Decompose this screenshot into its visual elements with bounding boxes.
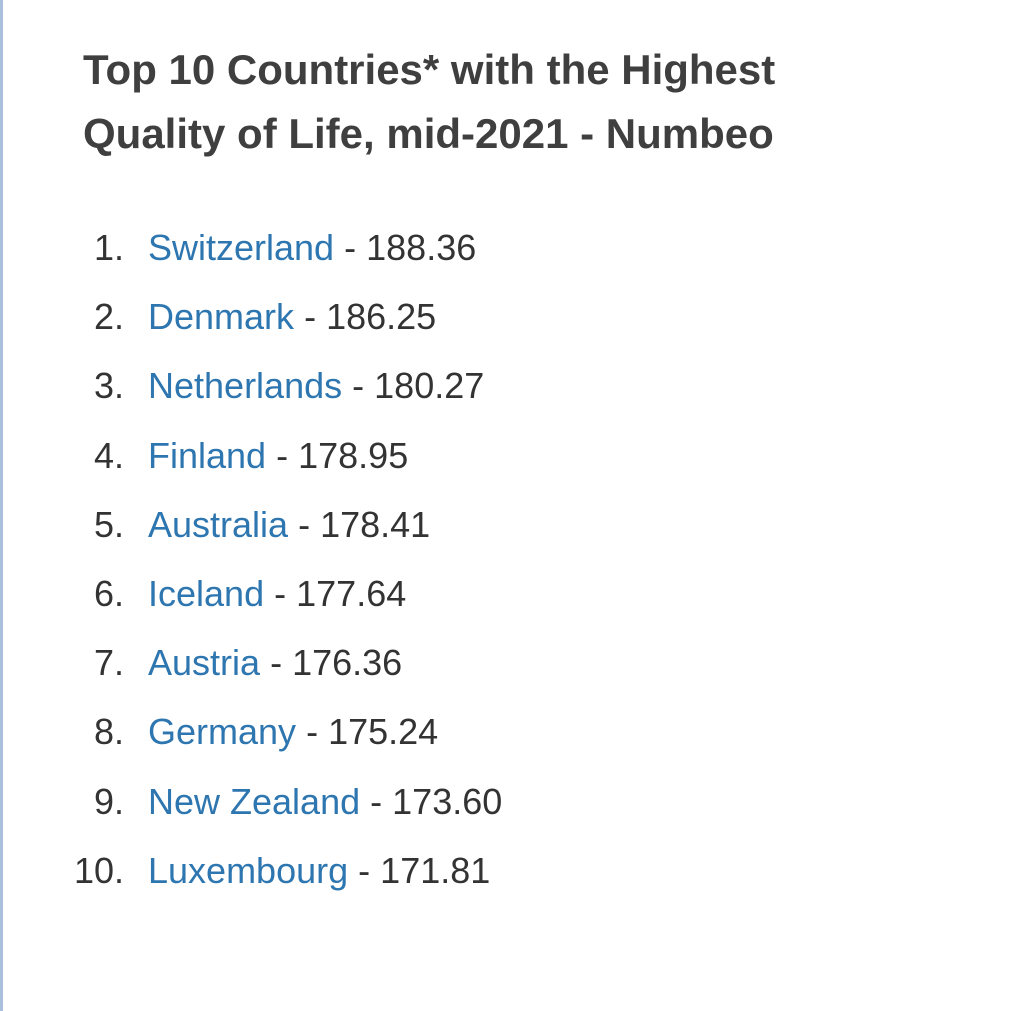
item-rank: 4. xyxy=(93,434,124,476)
list-item: 7. Austria - 176.36 xyxy=(0,639,1000,708)
separator: - xyxy=(306,711,319,753)
item-rank: 3. xyxy=(93,365,124,407)
separator: - xyxy=(370,780,383,822)
country-link[interactable]: Luxembourg xyxy=(148,849,349,891)
item-rank: 8. xyxy=(93,711,124,753)
score: 180.27 xyxy=(374,365,485,407)
list-item: 1. Switzerland - 188.36 xyxy=(0,224,1000,293)
country-link[interactable]: Germany xyxy=(148,711,297,753)
list-item: 5. Australia - 178.41 xyxy=(0,501,1000,570)
separator: - xyxy=(304,296,317,338)
score: 177.64 xyxy=(296,572,407,614)
item-rank: 10. xyxy=(73,849,124,891)
score: 188.36 xyxy=(366,227,477,268)
list-item: 9. New Zealand - 173.60 xyxy=(0,778,1000,847)
score: 186.25 xyxy=(326,296,437,338)
score: 173.60 xyxy=(392,780,503,822)
separator: - xyxy=(298,503,311,545)
separator: - xyxy=(270,642,283,684)
list-item: 4. Finland - 178.95 xyxy=(0,432,1000,501)
item-entry: Finland - 178.95 xyxy=(148,432,408,480)
item-entry: New Zealand - 173.60 xyxy=(148,778,502,826)
list-item: 10. Luxembourg - 171.81 xyxy=(0,847,1000,916)
item-entry: Netherlands - 180.27 xyxy=(148,362,484,410)
list-item: 2. Denmark - 186.25 xyxy=(0,293,1000,362)
country-link[interactable]: Denmark xyxy=(148,296,295,338)
country-link[interactable]: Austria xyxy=(148,642,261,684)
country-link[interactable]: Switzerland xyxy=(148,227,335,268)
country-link[interactable]: Iceland xyxy=(148,572,265,614)
separator: - xyxy=(276,434,289,476)
item-entry: Switzerland - 188.36 xyxy=(148,224,476,272)
list-item: 3. Netherlands - 180.27 xyxy=(0,362,1000,431)
score: 178.95 xyxy=(298,434,409,476)
separator: - xyxy=(358,849,371,891)
item-entry: Germany - 175.24 xyxy=(148,708,438,756)
country-link[interactable]: Finland xyxy=(148,434,267,476)
country-link[interactable]: Australia xyxy=(148,503,289,545)
separator: - xyxy=(344,227,357,268)
item-entry: Australia - 178.41 xyxy=(148,501,430,549)
score: 178.41 xyxy=(320,503,431,545)
item-rank: 5. xyxy=(93,503,124,545)
item-entry: Austria - 176.36 xyxy=(148,639,402,687)
item-entry: Iceland - 177.64 xyxy=(148,570,406,618)
item-entry: Denmark - 186.25 xyxy=(148,293,436,341)
country-link[interactable]: New Zealand xyxy=(148,780,361,822)
score: 176.36 xyxy=(292,642,403,684)
list-item: 8. Germany - 175.24 xyxy=(0,708,1000,777)
title: Top 10 Countries* with the Highest Quali… xyxy=(83,38,775,166)
item-rank: 6. xyxy=(93,572,124,614)
item-rank: 1. xyxy=(93,227,124,268)
separator: - xyxy=(352,365,365,407)
item-rank: 9. xyxy=(93,780,124,822)
separator: - xyxy=(274,572,287,614)
score: 171.81 xyxy=(380,849,491,891)
item-entry: Luxembourg - 171.81 xyxy=(148,847,490,895)
item-rank: 2. xyxy=(93,296,124,338)
item-rank: 7. xyxy=(93,642,124,684)
country-link[interactable]: Netherlands xyxy=(148,365,343,407)
title-line: Top 10 Countries* with the Highest xyxy=(83,46,776,93)
ranking-list: 1. Switzerland - 188.36 2. Denmark - 186.25… xyxy=(0,224,1000,916)
score: 175.24 xyxy=(328,711,439,753)
title-line: Quality of Life, mid-2021 - Numbeo xyxy=(83,110,774,157)
list-item: 6. Iceland - 177.64 xyxy=(0,570,1000,639)
